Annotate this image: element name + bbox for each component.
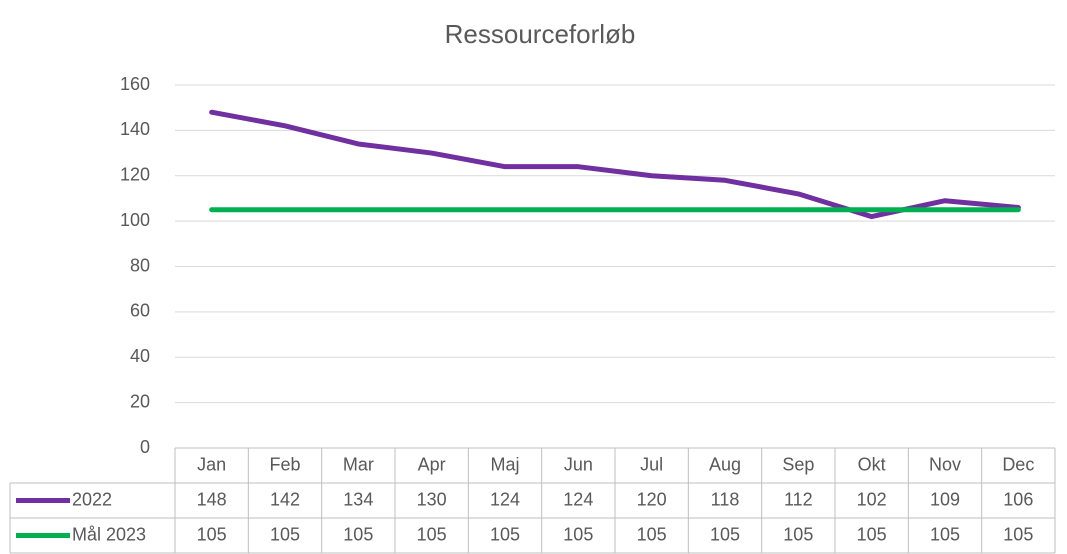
chart-title: Ressourceforløb bbox=[445, 19, 636, 49]
table-value: 142 bbox=[270, 489, 300, 509]
table-value: 105 bbox=[783, 524, 813, 544]
table-value: 118 bbox=[711, 489, 740, 509]
y-tick-label: 60 bbox=[130, 301, 150, 321]
x-tick-label: Okt bbox=[858, 454, 886, 474]
x-tick-label: Mar bbox=[343, 454, 374, 474]
y-tick-label: 140 bbox=[120, 119, 150, 139]
table-value: 124 bbox=[563, 489, 593, 509]
table-value: 105 bbox=[417, 524, 447, 544]
table-value: 130 bbox=[417, 489, 447, 509]
table-value: 134 bbox=[343, 489, 373, 509]
table-value: 105 bbox=[197, 524, 227, 544]
y-tick-label: 20 bbox=[130, 391, 150, 411]
y-tick-label: 160 bbox=[120, 74, 150, 94]
table-value: 105 bbox=[710, 524, 740, 544]
table-value: 105 bbox=[490, 524, 520, 544]
x-tick-label: Feb bbox=[269, 454, 300, 474]
legend-label: Mål 2023 bbox=[72, 524, 146, 544]
table-value: 109 bbox=[930, 489, 960, 509]
x-tick-label: Jan bbox=[197, 454, 226, 474]
x-tick-label: Dec bbox=[1002, 454, 1034, 474]
x-tick-label: Jun bbox=[564, 454, 593, 474]
y-tick-label: 40 bbox=[130, 346, 150, 366]
table-value: 105 bbox=[857, 524, 887, 544]
table-value: 124 bbox=[490, 489, 520, 509]
y-tick-label: 100 bbox=[120, 210, 150, 230]
legend-label: 2022 bbox=[72, 489, 112, 509]
x-tick-label: Apr bbox=[418, 454, 446, 474]
x-tick-label: Aug bbox=[709, 454, 741, 474]
table-value: 105 bbox=[270, 524, 300, 544]
table-value: 148 bbox=[197, 489, 227, 509]
table-value: 105 bbox=[637, 524, 667, 544]
table-value: 106 bbox=[1003, 489, 1033, 509]
x-tick-label: Jul bbox=[640, 454, 663, 474]
table-value: 120 bbox=[637, 489, 667, 509]
y-tick-label: 0 bbox=[140, 437, 150, 457]
series-line bbox=[209, 109, 1021, 220]
table-value: 105 bbox=[1003, 524, 1033, 544]
x-tick-label: Nov bbox=[929, 454, 961, 474]
table-value: 102 bbox=[857, 489, 887, 509]
table-value: 105 bbox=[563, 524, 593, 544]
x-tick-label: Sep bbox=[782, 454, 814, 474]
y-tick-label: 80 bbox=[130, 255, 150, 275]
y-tick-label: 120 bbox=[120, 165, 150, 185]
x-tick-label: Maj bbox=[490, 454, 519, 474]
table-value: 105 bbox=[343, 524, 373, 544]
table-value: 112 bbox=[784, 489, 813, 509]
table-value: 105 bbox=[930, 524, 960, 544]
